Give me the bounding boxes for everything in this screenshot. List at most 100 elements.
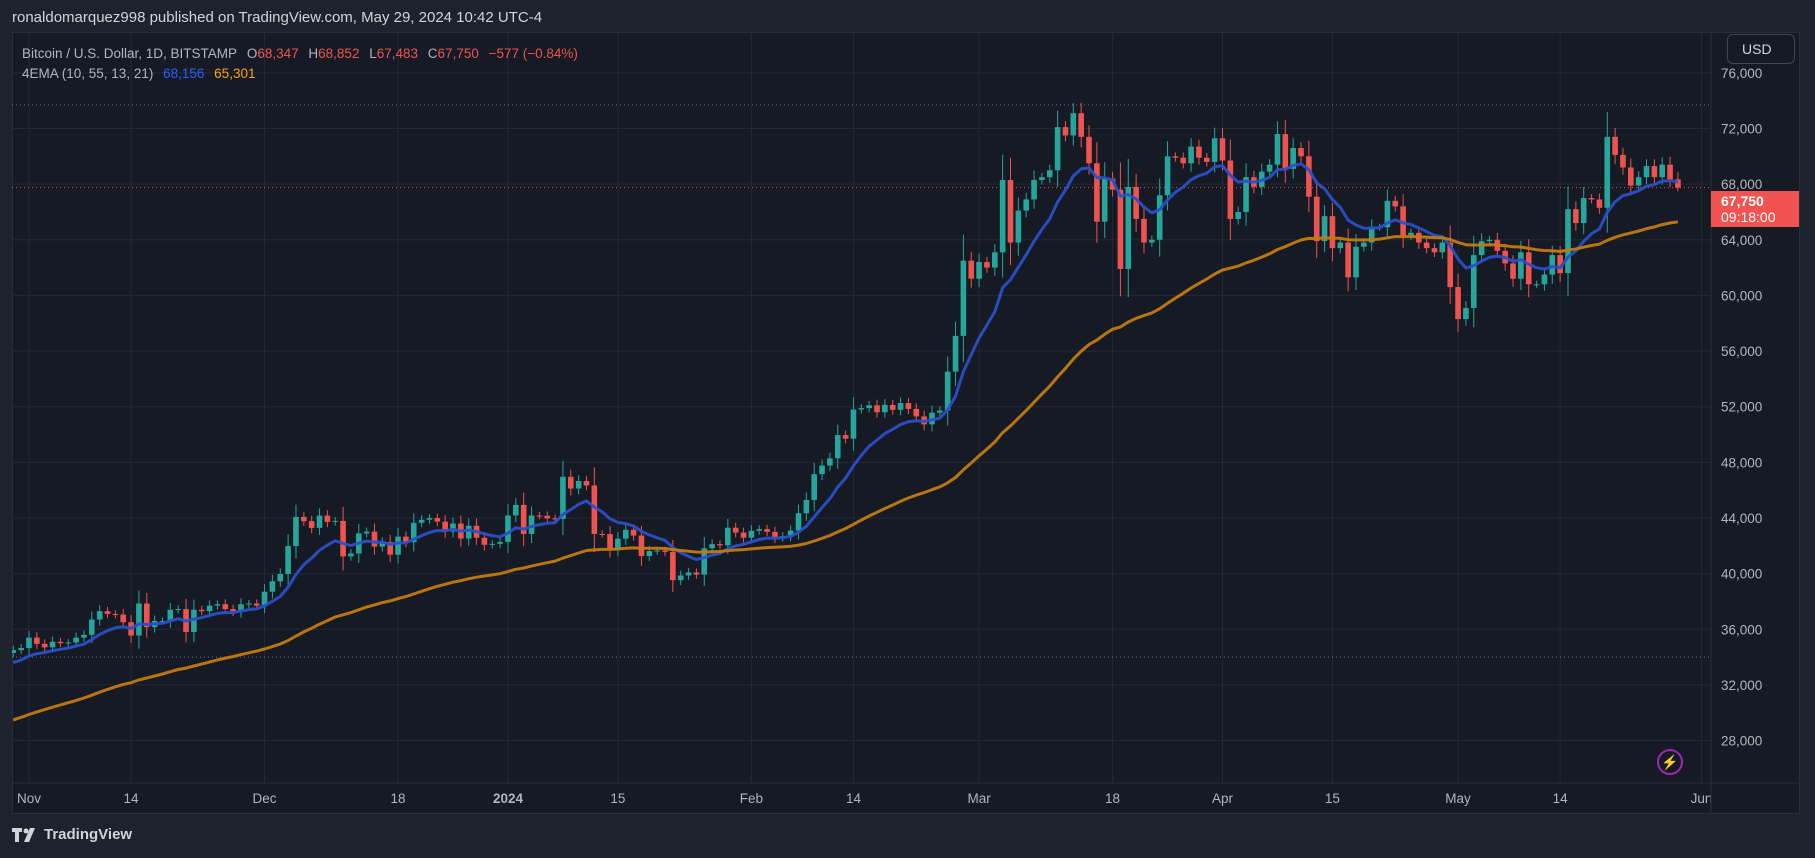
candle-down [913,408,920,417]
candle-up [827,458,833,466]
ohlc-open: O68,347 [247,46,299,61]
candle-down [607,534,613,550]
candle-down [301,516,307,522]
candle-up [725,527,731,546]
candle-down [599,533,605,535]
x-tick-label: Dec [253,791,277,806]
candle-down [1196,146,1202,158]
candle-down [1109,178,1116,190]
candle-up [677,575,684,581]
y-tick-label: 52,000 [1721,400,1762,415]
y-tick-label: 28,000 [1721,734,1762,749]
candle-down [1204,157,1210,162]
x-tick-label: 18 [391,791,406,806]
y-tick-label: 56,000 [1721,344,1762,359]
price-chart[interactable]: 28,000 32,000 36,000 40,000 44,000 48,000 52,0… [12,32,1800,814]
candle-down [34,637,40,644]
candle-down [1392,200,1399,207]
candle-down [638,535,645,557]
candle-up [505,515,511,542]
x-tick-label: Apr [1212,791,1234,806]
candle-up [1353,246,1359,278]
currency-button[interactable]: USD [1727,34,1795,64]
ema-fast-value: 68,156 [163,66,205,81]
candle-up [1541,274,1548,285]
candle-up [136,603,142,636]
candle-up [1023,199,1030,211]
candle-up [866,405,872,409]
candle-down [1172,156,1179,158]
candle-down [230,609,236,612]
candle-up [1635,177,1642,186]
candle-down [120,614,127,623]
candle-down [874,405,880,413]
candle-down [1345,242,1351,278]
candle-up [787,530,794,537]
candle-down [1117,189,1124,269]
x-tick-label: 18 [1105,791,1120,806]
candle-up [332,520,339,522]
candle-down [308,521,315,528]
candle-up [1533,284,1540,286]
bar-countdown: 09:18:00 [1721,209,1776,225]
candle-up [65,642,72,644]
x-tick-label: 2024 [493,791,524,806]
candle-up [489,543,496,545]
candle-up [1408,232,1414,236]
indicator-title[interactable]: 4EMA (10, 55, 13, 21) [22,66,154,81]
candle-up [991,252,998,268]
y-tick-label: 36,000 [1721,622,1762,637]
candle-down [442,521,448,532]
candle-up [882,404,888,413]
candle-down [740,532,747,538]
lightning-icon[interactable]: ⚡ [1657,749,1683,775]
publisher-line: ronaldomarquez998 published on TradingVi… [12,9,543,26]
plot-area [12,32,1711,783]
ohlc-high: H68,852 [308,46,359,61]
candle-down [1447,242,1454,288]
y-tick-label: 64,000 [1721,233,1762,248]
candle-up [819,465,825,475]
candle-down [1628,167,1634,186]
candle-down [1620,154,1626,168]
x-tick-label: May [1445,791,1471,806]
candle-up [395,536,401,555]
candle-up [379,542,386,547]
candle-down [630,529,637,536]
candle-down [340,520,346,557]
candle-down [662,550,668,552]
candle-down [984,262,990,268]
ohlc-low-label: L [369,46,377,61]
candle-up [159,620,166,622]
candle-down [583,480,590,486]
candle-down [670,551,676,581]
candle-up [1470,255,1477,308]
candle-up [1101,178,1108,222]
candle-up [850,409,857,439]
candle-up [976,262,982,279]
candle-up [450,523,456,532]
tradingview-logo[interactable]: TradingView [12,826,132,843]
candle-down [1455,287,1461,320]
candle-up [834,435,841,459]
candle-up [293,516,299,547]
candle-up [701,548,708,575]
candle-down [1651,166,1658,178]
ohlc-low-value: 67,483 [376,46,419,61]
symbol-title[interactable]: Bitcoin / U.S. Dollar, 1D, BITSTAMP [22,46,238,61]
candle-down [1400,206,1406,236]
ema-line-10 [12,162,1679,665]
last-price-tag: 67,750 09:18:00 [1711,191,1799,227]
candle-down [1282,134,1289,169]
x-tick-label: Feb [740,791,763,806]
candle-down [143,603,150,628]
x-tick-label: 14 [1553,791,1569,806]
candle-up [622,529,629,539]
candle-up [1659,164,1666,178]
ohlc-close-label: C [427,46,438,61]
x-tick-label: 14 [846,791,862,806]
candle-down [1675,179,1681,188]
ohlc-close: C67,750 [428,46,479,61]
candle-down [1094,163,1100,222]
price-change: −577 (−0.84%) [488,46,578,61]
